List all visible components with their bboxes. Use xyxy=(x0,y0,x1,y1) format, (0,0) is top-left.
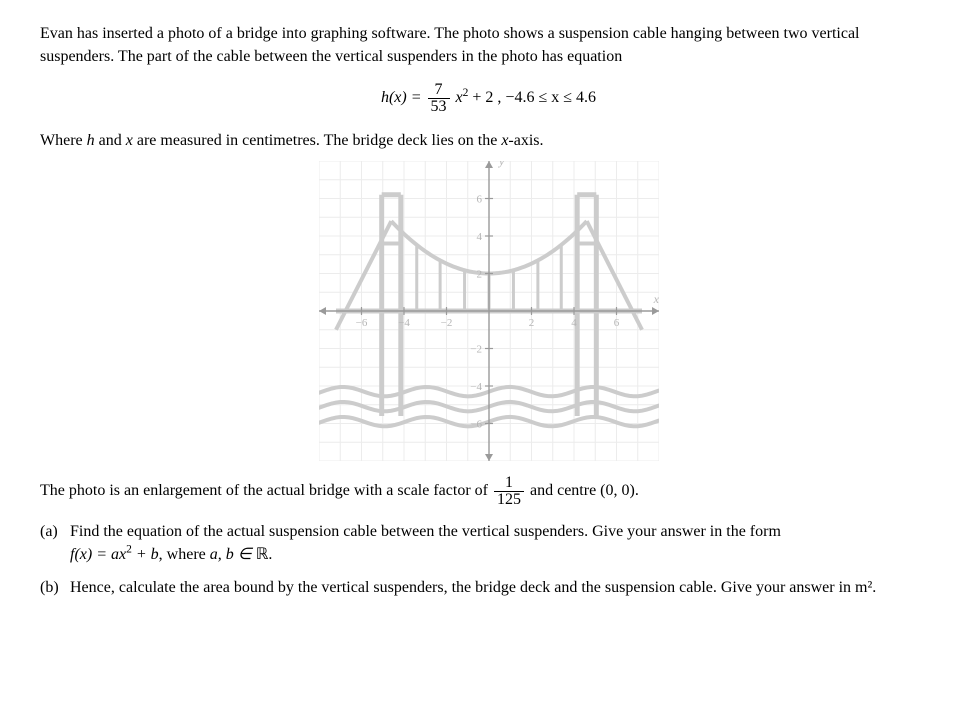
svg-text:−6: −6 xyxy=(355,317,367,329)
eq-x: x xyxy=(456,90,463,107)
scale-frac-den: 125 xyxy=(494,492,524,508)
eq-lhs: h(x) = xyxy=(381,90,426,107)
svg-text:4: 4 xyxy=(476,231,482,243)
svg-text:2: 2 xyxy=(476,268,482,280)
svg-text:−4: −4 xyxy=(398,317,410,329)
p2-a: Where xyxy=(40,132,87,149)
svg-text:6: 6 xyxy=(613,317,619,329)
scale-fraction: 1 125 xyxy=(494,475,524,508)
svg-text:x: x xyxy=(652,292,658,306)
part-a-text: Find the equation of the actual suspensi… xyxy=(70,523,781,540)
part-b-body: Hence, calculate the area bound by the v… xyxy=(70,576,937,599)
p2-h: h xyxy=(87,132,95,149)
part-b-text: Hence, calculate the area bound by the v… xyxy=(70,579,876,596)
main-equation: h(x) = 7 53 x2 + 2 , −4.6 ≤ x ≤ 4.6 xyxy=(40,82,937,115)
eq-tail: + 2 , −4.6 ≤ x ≤ 4.6 xyxy=(468,90,596,107)
scale-paragraph: The photo is an enlargement of the actua… xyxy=(40,475,937,508)
intro-paragraph-1: Evan has inserted a photo of a bridge in… xyxy=(40,22,937,68)
part-a: (a) Find the equation of the actual susp… xyxy=(40,520,937,566)
part-b-label: (b) xyxy=(40,576,70,599)
p2-and: and xyxy=(95,132,126,149)
svg-text:y: y xyxy=(498,161,505,168)
part-a-eq-f: f(x) = ax xyxy=(70,546,126,563)
scale-post: and centre (0, 0). xyxy=(530,482,639,499)
scale-frac-num: 1 xyxy=(494,475,524,492)
part-a-eq-R: ℝ xyxy=(256,546,269,563)
p2-b: are measured in centimetres. The bridge … xyxy=(133,132,501,149)
svg-text:4: 4 xyxy=(571,317,577,329)
part-a-eq-ab: a, b ∈ xyxy=(210,546,256,563)
svg-text:2: 2 xyxy=(528,317,534,329)
svg-text:−2: −2 xyxy=(440,317,452,329)
part-b: (b) Hence, calculate the area bound by t… xyxy=(40,576,937,599)
part-a-body: Find the equation of the actual suspensi… xyxy=(70,520,937,566)
svg-text:−2: −2 xyxy=(470,343,482,355)
bridge-graph: −6 −4 −2 2 4 6 −6 −4 −2 2 4 6 x y xyxy=(319,161,659,461)
part-a-eq-tail: + b xyxy=(132,546,159,563)
eq-frac-den: 53 xyxy=(428,99,450,115)
part-a-eq-where: , where xyxy=(159,546,210,563)
intro-paragraph-2: Where h and x are measured in centimetre… xyxy=(40,129,937,152)
svg-text:−6: −6 xyxy=(470,418,482,430)
svg-text:6: 6 xyxy=(476,193,482,205)
eq-frac-num: 7 xyxy=(428,82,450,99)
graph-container: −6 −4 −2 2 4 6 −6 −4 −2 2 4 6 x y xyxy=(40,161,937,461)
p2-c: -axis. xyxy=(508,132,543,149)
part-a-eq-period: . xyxy=(268,546,272,563)
p2-x: x xyxy=(126,132,133,149)
scale-pre: The photo is an enlargement of the actua… xyxy=(40,482,492,499)
part-a-label: (a) xyxy=(40,520,70,566)
eq-fraction: 7 53 xyxy=(428,82,450,115)
svg-text:−4: −4 xyxy=(470,381,482,393)
